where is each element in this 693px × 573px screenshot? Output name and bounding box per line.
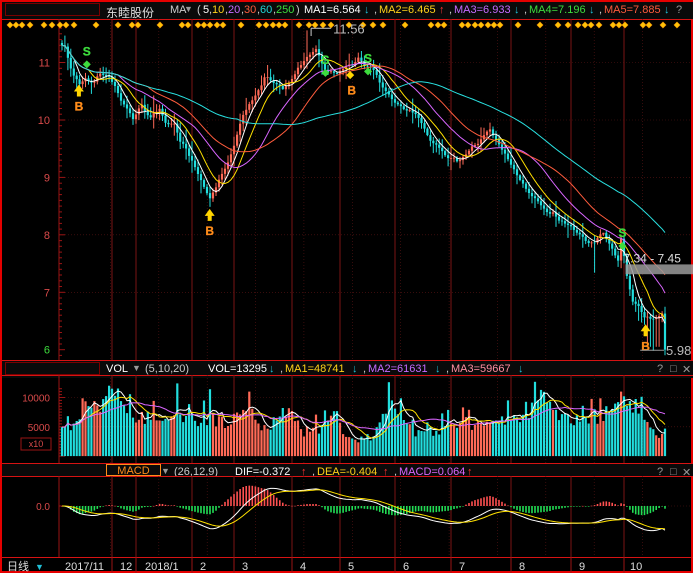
svg-text:2018/1: 2018/1 bbox=[145, 561, 179, 573]
svg-text:5.98: 5.98 bbox=[666, 343, 691, 358]
svg-text:10000: 10000 bbox=[22, 394, 50, 405]
svg-text:B: B bbox=[641, 339, 650, 353]
svg-text:日线: 日线 bbox=[7, 559, 29, 573]
svg-text:B: B bbox=[75, 100, 84, 114]
svg-text:11: 11 bbox=[39, 58, 50, 70]
svg-text:5000: 5000 bbox=[28, 423, 51, 434]
svg-text:9: 9 bbox=[579, 561, 585, 573]
svg-text:S: S bbox=[321, 53, 329, 67]
svg-text:▼: ▼ bbox=[35, 562, 44, 572]
svg-text:S: S bbox=[618, 226, 626, 240]
svg-text:7.34 - 7.45: 7.34 - 7.45 bbox=[624, 251, 682, 265]
svg-text:x10: x10 bbox=[29, 439, 44, 449]
svg-text:3: 3 bbox=[242, 561, 248, 573]
svg-text:5: 5 bbox=[348, 561, 354, 573]
svg-text:6: 6 bbox=[403, 561, 409, 573]
svg-text:12: 12 bbox=[120, 561, 132, 573]
svg-text:6: 6 bbox=[44, 345, 50, 357]
svg-text:10: 10 bbox=[630, 561, 642, 573]
svg-text:9: 9 bbox=[44, 172, 50, 184]
svg-text:11.56: 11.56 bbox=[333, 21, 365, 36]
svg-text:0.0: 0.0 bbox=[36, 502, 50, 513]
svg-text:B: B bbox=[347, 83, 356, 97]
svg-text:7: 7 bbox=[459, 561, 465, 573]
svg-text:7: 7 bbox=[44, 287, 50, 299]
svg-text:8: 8 bbox=[44, 230, 50, 242]
svg-text:8: 8 bbox=[519, 561, 525, 573]
svg-text:2: 2 bbox=[200, 561, 206, 573]
svg-text:S: S bbox=[83, 44, 91, 58]
svg-text:2017/11: 2017/11 bbox=[65, 561, 104, 573]
svg-text:4: 4 bbox=[300, 561, 306, 573]
svg-text:10: 10 bbox=[38, 115, 50, 127]
svg-text:S: S bbox=[364, 51, 372, 65]
svg-text:B: B bbox=[205, 224, 214, 238]
